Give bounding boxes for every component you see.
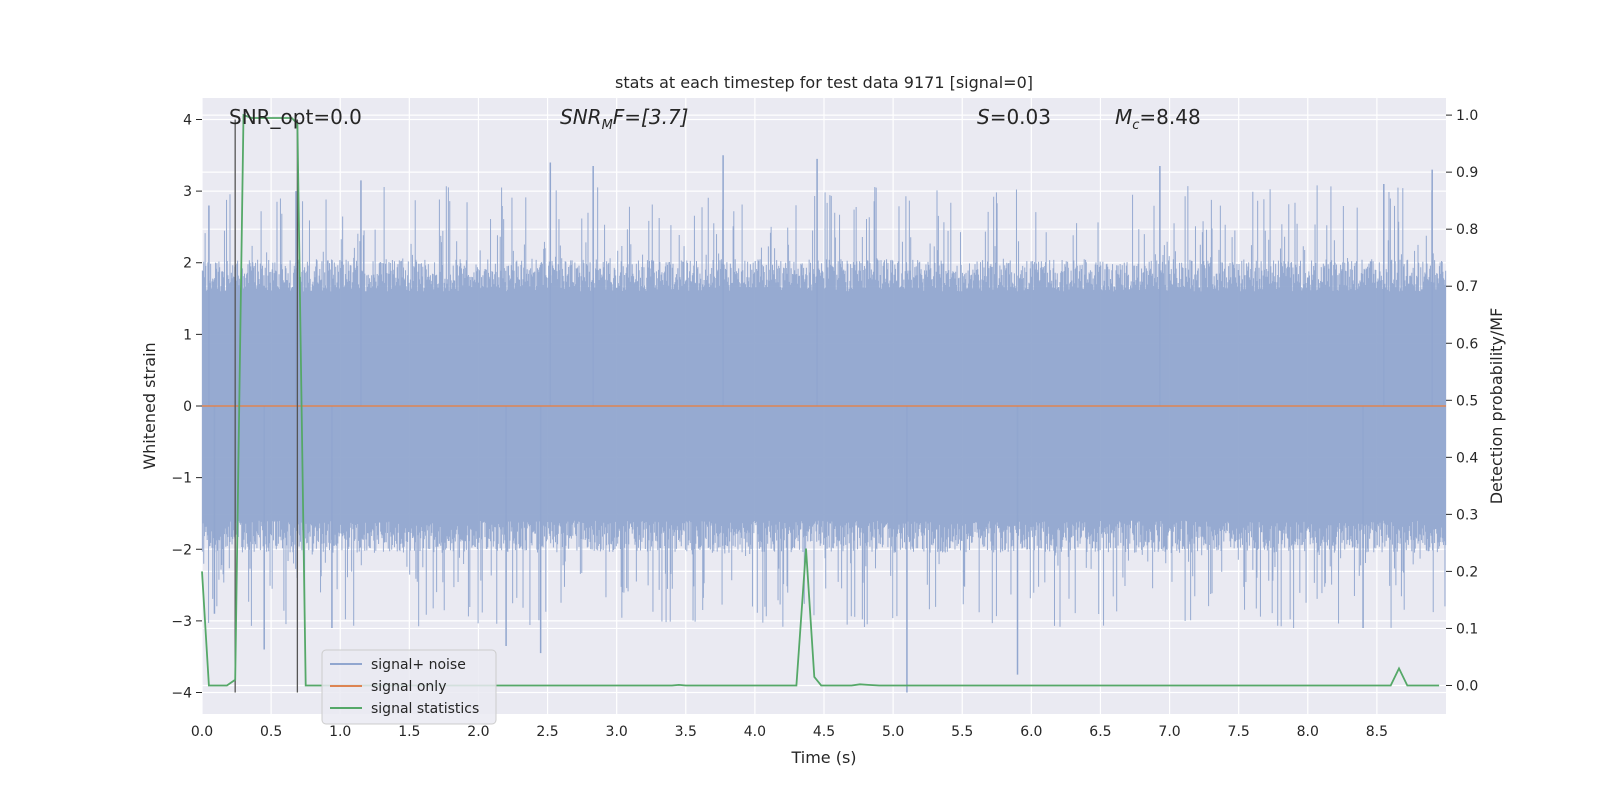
x-tick-label: 3.0 xyxy=(606,724,628,740)
left-y-axis-label: Whitened strain xyxy=(140,342,159,469)
chart-title: stats at each timestep for test data 917… xyxy=(615,73,1033,92)
mc-base: M xyxy=(1115,105,1132,129)
right-y-tick-label: 1.0 xyxy=(1456,108,1478,124)
right-y-axis-label: Detection probability/MF xyxy=(1487,308,1506,505)
legend-label-noise: signal+ noise xyxy=(371,657,466,673)
x-tick-label: 5.5 xyxy=(951,724,973,740)
series-signal-plus-noise xyxy=(201,155,1447,693)
x-tick-label: 0.0 xyxy=(191,724,213,740)
x-tick-label: 5.0 xyxy=(882,724,904,740)
right-y-tick-label: 0.9 xyxy=(1456,165,1478,181)
right-y-tick-label: 0.4 xyxy=(1456,450,1478,466)
mc-sub: c xyxy=(1132,118,1139,133)
left-y-tick-label: 2 xyxy=(183,256,192,272)
x-axis-label: Time (s) xyxy=(790,748,856,767)
legend: signal+ noise signal only signal statist… xyxy=(321,649,497,725)
x-tick-label: 7.0 xyxy=(1158,724,1180,740)
x-tick-label: 4.0 xyxy=(744,724,766,740)
annotation-snr-mf: SNRMF=[3.7] xyxy=(560,105,688,133)
left-y-tick-label: −4 xyxy=(171,686,192,702)
annotation-mc: Mc=8.48 xyxy=(1115,105,1201,133)
x-tick-label: 8.0 xyxy=(1297,724,1319,740)
x-tick-labels: 0.0 0.5 1.0 1.5 2.0 2.5 3.0 3.5 4.0 4.5 5.0 5.5 6.0 6… xyxy=(191,724,1388,740)
legend-box xyxy=(321,649,497,725)
vertical-markers xyxy=(234,119,299,693)
series-signal-statistics xyxy=(201,113,1440,687)
s-label: S xyxy=(977,105,990,129)
left-y-tick-label: −2 xyxy=(171,542,192,558)
left-y-tick-label: 4 xyxy=(183,112,192,128)
left-y-tick-label: 3 xyxy=(183,184,192,200)
mc-value: =8.48 xyxy=(1139,105,1200,129)
annotation-snr-opt: SNR_opt=0.0 xyxy=(229,105,362,129)
left-y-tick-label: −3 xyxy=(171,614,192,630)
x-tick-label: 0.5 xyxy=(260,724,282,740)
right-y-tick-label: 0.1 xyxy=(1456,621,1478,637)
snr-mf-base: SNR xyxy=(560,105,602,129)
right-y-tick-label: 0.0 xyxy=(1456,678,1478,694)
x-tick-label: 2.5 xyxy=(536,724,558,740)
right-y-tick-label: 0.7 xyxy=(1456,279,1478,295)
x-tick-label: 2.0 xyxy=(467,724,489,740)
x-tick-label: 7.5 xyxy=(1228,724,1250,740)
right-y-tick-label: 0.5 xyxy=(1456,393,1478,409)
right-y-tick-label: 0.8 xyxy=(1456,222,1478,238)
left-y-tick-labels: 4 3 2 1 0 −1 −2 −3 −4 xyxy=(171,112,202,702)
snr-mf-rest: F=[3.7] xyxy=(613,105,689,129)
x-tick-label: 3.5 xyxy=(675,724,697,740)
x-tick-label: 8.5 xyxy=(1366,724,1388,740)
right-y-tick-label: 0.3 xyxy=(1456,507,1478,523)
legend-label-statistics: signal statistics xyxy=(371,701,479,717)
x-tick-label: 4.5 xyxy=(813,724,835,740)
legend-label-signal-only: signal only xyxy=(371,679,446,695)
snr-mf-sub: M xyxy=(602,118,613,133)
x-tick-label: 6.0 xyxy=(1020,724,1042,740)
left-y-tick-label: −1 xyxy=(171,471,192,487)
signal-statistics-line xyxy=(201,113,1440,687)
annotation-s: S=0.03 xyxy=(977,105,1051,129)
left-y-tick-label: 1 xyxy=(183,327,192,343)
x-tick-label: 6.5 xyxy=(1089,724,1111,740)
x-tick-label: 1.5 xyxy=(398,724,420,740)
right-y-tick-label: 0.2 xyxy=(1456,564,1478,580)
left-y-tick-label: 0 xyxy=(183,399,192,415)
right-y-tick-labels: 1.0 0.9 0.8 0.7 0.6 0.5 0.4 0.3 0.2 0.1 0.0 xyxy=(1446,108,1478,694)
right-y-tick-label: 0.6 xyxy=(1456,336,1478,352)
s-value: =0.03 xyxy=(990,105,1051,129)
x-tick-label: 1.0 xyxy=(329,724,351,740)
